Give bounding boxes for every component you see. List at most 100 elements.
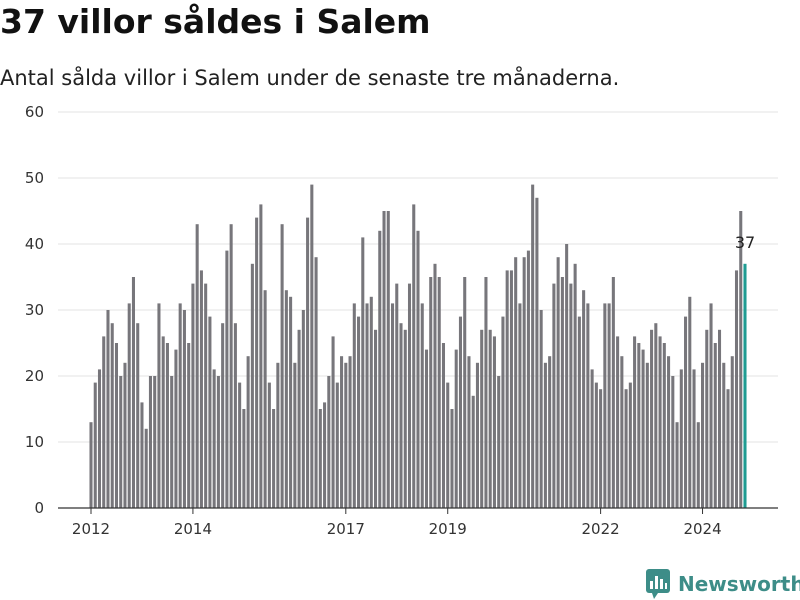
- bar: [531, 184, 535, 508]
- bar: [488, 329, 492, 508]
- bar: [272, 409, 276, 508]
- highlight-bar: [743, 263, 747, 508]
- bar: [650, 329, 654, 508]
- bar: [276, 362, 280, 508]
- bar: [114, 343, 119, 508]
- bar: [110, 323, 114, 508]
- y-tick-label: 20: [25, 367, 44, 385]
- bar: [633, 336, 637, 508]
- bar: [238, 382, 242, 508]
- newsworthy-logo-icon: [646, 569, 670, 599]
- y-tick-label: 10: [25, 433, 44, 451]
- bar: [713, 343, 717, 508]
- bar: [548, 356, 552, 508]
- highlight-data-label: 37: [735, 233, 755, 252]
- y-tick-label: 50: [25, 169, 44, 187]
- chart-title: 37 villor såldes i Salem: [0, 2, 431, 41]
- bar: [127, 303, 131, 508]
- bar: [310, 184, 314, 508]
- bar: [89, 422, 93, 508]
- bar: [119, 376, 123, 508]
- y-tick-label: 60: [25, 103, 44, 121]
- brand-name: Newsworthy: [678, 572, 800, 596]
- bar: [416, 230, 420, 509]
- bar: [552, 283, 556, 508]
- bar: [289, 296, 293, 508]
- bar: [403, 329, 407, 508]
- bar: [599, 389, 603, 508]
- bar: [161, 336, 165, 508]
- bar: [684, 316, 688, 508]
- bar: [140, 402, 144, 508]
- bar: [357, 316, 361, 508]
- bar: [582, 290, 586, 508]
- bar: [348, 356, 352, 508]
- bar: [331, 336, 335, 508]
- bar: [352, 303, 356, 508]
- bar: [263, 290, 267, 508]
- x-tick-label: 2014: [174, 520, 212, 538]
- bar: [93, 382, 97, 508]
- bar: [344, 362, 348, 508]
- bar: [369, 296, 373, 508]
- bar: [170, 376, 174, 508]
- bar: [318, 409, 322, 508]
- bar: [688, 296, 692, 508]
- bar: [335, 382, 339, 508]
- x-tick-label: 2022: [582, 520, 620, 538]
- brand-logo: Newsworthy: [646, 569, 800, 599]
- y-tick-label: 40: [25, 235, 44, 253]
- bar: [458, 316, 462, 508]
- y-tick-label: 30: [25, 301, 44, 319]
- bar: [467, 356, 471, 508]
- bar: [365, 303, 369, 508]
- bar: [153, 376, 157, 508]
- bar: [424, 349, 429, 508]
- bar: [624, 389, 628, 508]
- bar: [560, 277, 564, 508]
- bar: [535, 197, 539, 509]
- bar: [386, 211, 390, 508]
- bar: [734, 270, 739, 508]
- bar: [620, 356, 624, 508]
- bar: [594, 382, 598, 508]
- bar: [284, 290, 288, 508]
- bar: [675, 422, 679, 508]
- bar: [501, 316, 505, 508]
- bar: [565, 244, 569, 508]
- bar: [577, 316, 581, 508]
- bar: [293, 362, 297, 508]
- bar: [157, 303, 161, 508]
- bar: [191, 283, 195, 508]
- bar: [123, 362, 127, 508]
- bar: [250, 263, 254, 508]
- bar: [543, 362, 547, 508]
- bar: [586, 303, 590, 508]
- bar: [645, 362, 649, 508]
- bar: [437, 277, 441, 508]
- bar: [450, 409, 454, 508]
- bar: [165, 343, 169, 508]
- bar: [726, 389, 730, 508]
- bar: [717, 329, 722, 508]
- bar: [480, 329, 484, 508]
- bar: [301, 310, 305, 508]
- bar: [204, 283, 208, 508]
- bar: [441, 343, 446, 508]
- bar: [526, 250, 530, 508]
- bar: [327, 376, 331, 508]
- bar: [221, 323, 225, 508]
- y-tick-label: 0: [34, 499, 44, 517]
- bar: [505, 270, 509, 508]
- bar: [607, 303, 611, 508]
- bar: [492, 336, 496, 508]
- bar: [484, 277, 488, 508]
- bar: [658, 336, 662, 508]
- bar: [696, 422, 700, 508]
- bar: [259, 204, 263, 508]
- bar: [412, 204, 416, 508]
- bar: [395, 283, 399, 508]
- bar: [569, 283, 573, 508]
- bar: [136, 323, 140, 508]
- bar: [340, 356, 344, 508]
